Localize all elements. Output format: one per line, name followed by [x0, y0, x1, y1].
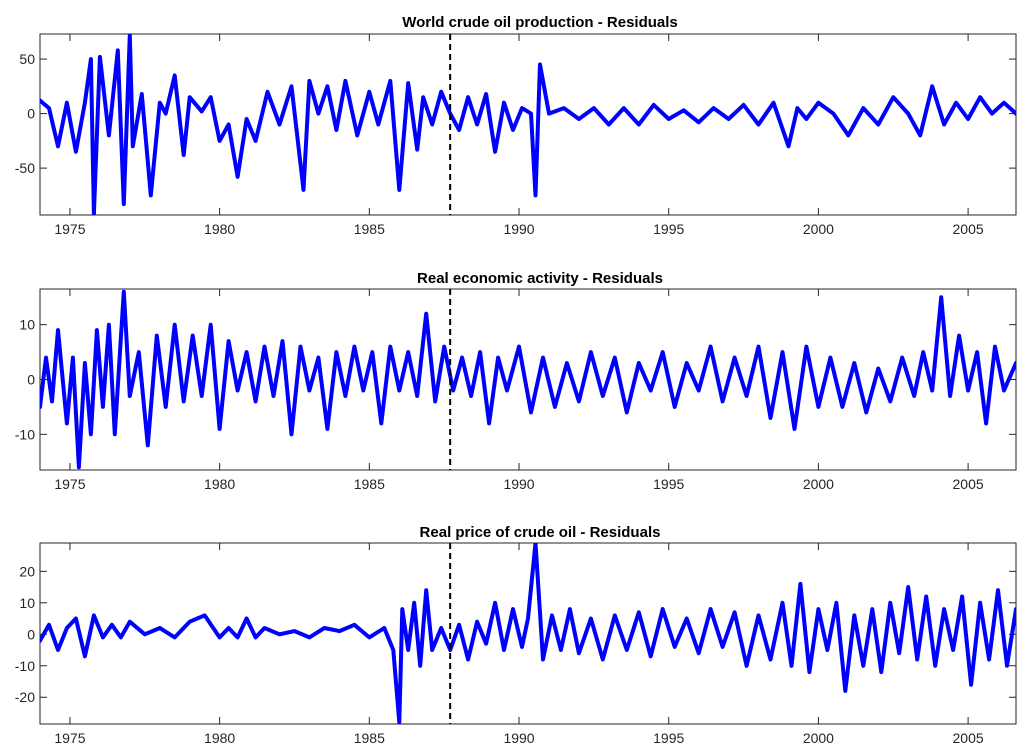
y-tick-label: 0 [27, 372, 35, 388]
x-tick-label: 2005 [953, 730, 984, 746]
residual-series-line [40, 289, 1016, 470]
x-tick-label: 1990 [503, 476, 534, 492]
y-tick-label: 10 [19, 317, 35, 333]
chart-title: Real price of crude oil - Residuals [420, 524, 661, 541]
x-tick-label: 2005 [953, 476, 984, 492]
x-tick-label: 1980 [204, 730, 235, 746]
x-tick-label: 1995 [653, 476, 684, 492]
x-tick-label: 1995 [653, 730, 684, 746]
oil-production-panel: World crude oil production - Residuals 1… [15, 14, 1017, 237]
x-tick-label: 2000 [803, 476, 834, 492]
x-tick-label: 1995 [653, 221, 684, 237]
y-tick-label: -10 [15, 426, 35, 442]
residual-series-line [40, 34, 1016, 215]
residual-series-line [40, 543, 1016, 724]
y-tick-label: -10 [15, 658, 35, 674]
y-tick-label: -50 [15, 160, 35, 176]
y-tick-label: 0 [27, 626, 35, 642]
x-tick-label: 1975 [54, 730, 85, 746]
x-tick-label: 1980 [204, 221, 235, 237]
x-tick-label: 1985 [354, 221, 385, 237]
axes-box [39, 33, 1017, 216]
x-tick-label: 1985 [354, 476, 385, 492]
y-tick-label: 10 [19, 595, 35, 611]
oil-price-panel: Real price of crude oil - Residuals 1975… [15, 524, 1017, 746]
x-tick-label: 1990 [503, 730, 534, 746]
x-tick-label: 1980 [204, 476, 235, 492]
axes-box [39, 542, 1017, 725]
x-tick-label: 2000 [803, 730, 834, 746]
chart-title: Real economic activity - Residuals [417, 270, 663, 287]
x-tick-label: 2005 [953, 221, 984, 237]
x-tick-label: 2000 [803, 221, 834, 237]
x-tick-label: 1990 [503, 221, 534, 237]
x-tick-label: 1975 [54, 221, 85, 237]
y-tick-label: -20 [15, 689, 35, 705]
x-tick-label: 1975 [54, 476, 85, 492]
x-tick-label: 1985 [354, 730, 385, 746]
y-tick-label: 50 [19, 51, 35, 67]
economic-activity-panel: Real economic activity - Residuals 1975 1… [15, 270, 1017, 492]
y-tick-label: 0 [27, 106, 35, 122]
y-tick-label: 20 [19, 563, 35, 579]
chart-title: World crude oil production - Residuals [402, 14, 678, 31]
